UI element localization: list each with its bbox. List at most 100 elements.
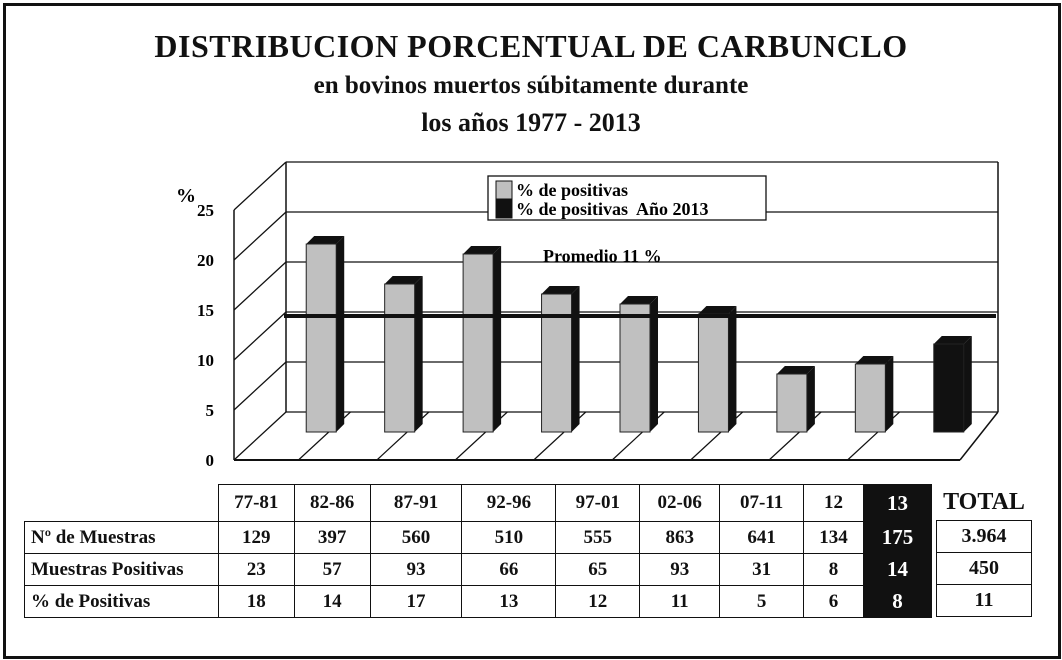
chart-frame [3,3,1061,659]
table-cell: 555 [555,521,641,554]
bar-77-81 [305,243,337,433]
bar-side [571,286,580,432]
table-cell: 93 [369,553,463,586]
table-corner [25,485,219,522]
chart-subtitle-line1: en bovinos muertos súbitamente durante [313,72,749,99]
total-row: 11 [936,584,1032,617]
table-cell: 11 [639,585,721,618]
table-cell: 18 [217,585,295,618]
table-cell: 510 [461,521,557,554]
bar-82-86 [384,283,416,433]
table-cell: 31 [719,553,805,586]
bar-side [806,366,815,432]
bar-07-11 [776,373,808,433]
table-row: Muestras Positivas 23 57 93 66 65 93 31 8 14 [24,553,933,586]
table-cell: 641 [719,521,805,554]
total-header: TOTAL [943,488,1025,515]
chart-title: DISTRIBUCION PORCENTUAL DE CARBUNCLO [154,28,908,64]
total-cell: 450 [936,552,1032,585]
table-cell: 66 [461,553,557,586]
period-header: 82-86 [293,484,371,522]
table-cell: 863 [639,521,721,554]
bar-top [306,236,345,244]
table-row: % de Positivas 18 14 17 13 12 11 5 6 8 [24,585,933,618]
period-header: 12 [803,484,864,522]
table-cell: 134 [803,521,864,554]
data-table: 77-81 82-86 87-91 92-96 97-01 02-06 07-11 12 13 N… [24,484,933,618]
table-cell: 14 [862,553,933,586]
average-label: Promedio 11 % [543,246,662,266]
bar-side [728,306,737,432]
bar-top [541,286,580,294]
legend-box [487,175,767,221]
y-axis-label: % [176,185,196,207]
total-row: 450 [936,552,1032,585]
bar-side [493,246,502,432]
table-row: Nº de Muestras 129 397 560 510 555 863 641 134 17… [24,521,933,554]
table-cell: 14 [293,585,371,618]
bar-side [414,276,423,432]
table-cell: 13 [461,585,557,618]
y-tick-label: 5 [206,401,215,420]
bar-87-91 [462,253,494,433]
table-cell: 23 [217,553,295,586]
bar-2013-13 [933,343,965,433]
total-cell: 3.964 [936,520,1032,553]
bar-side [336,236,345,432]
table-cell: 12 [555,585,641,618]
y-tick-label: 25 [197,201,214,220]
period-header: 02-06 [639,484,721,522]
bar-top [933,336,972,344]
table-cell: 5 [719,585,805,618]
period-header: 77-81 [217,484,295,522]
total-header-row: TOTAL [937,484,1032,521]
row-label: Muestras Positivas [24,553,219,586]
bar-97-01 [619,303,651,433]
table-cell: 57 [293,553,371,586]
table-cell: 175 [862,521,933,554]
period-header: 97-01 [555,484,641,522]
grid-diagonal [233,411,287,461]
legend-swatch-positivas [495,180,513,200]
bar-side [885,356,894,432]
total-cell: 11 [936,584,1032,617]
floor-right-edge [959,411,999,461]
table-cell: 560 [369,521,463,554]
row-label: Nº de Muestras [24,521,219,554]
period-header: 87-91 [369,484,463,522]
table-cell: 17 [369,585,463,618]
y-tick-label: 10 [197,351,214,370]
bar-02-06 [697,313,729,433]
bar-top [384,276,423,284]
period-header: 92-96 [461,484,557,522]
row-label: % de Positivas [24,585,219,618]
legend-label-2013: % de positivas Año 2013 [516,199,709,219]
total-row: 3.964 [936,520,1032,553]
grid-diagonal [233,361,287,411]
chart-subtitle-line2: los años 1977 - 2013 [421,108,641,137]
bar-top [620,296,658,304]
bar-top [463,246,502,254]
table-cell: 93 [639,553,721,586]
y-tick-label: 20 [197,251,214,270]
table-header-row: 77-81 82-86 87-91 92-96 97-01 02-06 07-11 12 13 [25,484,933,522]
bar-side [650,296,658,432]
y-tick-label: 0 [206,451,215,470]
table-cell: 6 [803,585,864,618]
table-cell: 397 [293,521,371,554]
bar-12 [854,363,886,433]
table-cell: 8 [862,585,933,618]
legend-swatch-2013 [495,199,513,219]
bar-chart: 0 5 10 15 20 25% Promedio 11 % % de positivas% … [176,161,999,470]
grid-diagonal [233,311,287,361]
bar-top [855,356,894,364]
period-header: 13 [862,484,933,522]
period-header: 07-11 [719,484,805,522]
grid-diagonal [233,161,287,211]
table-cell: 8 [803,553,864,586]
legend-label-positivas: % de positivas [516,180,628,200]
table-cell: 129 [217,521,295,554]
bar-top [776,366,815,374]
bar-side [963,336,972,432]
table-cell: 65 [555,553,641,586]
